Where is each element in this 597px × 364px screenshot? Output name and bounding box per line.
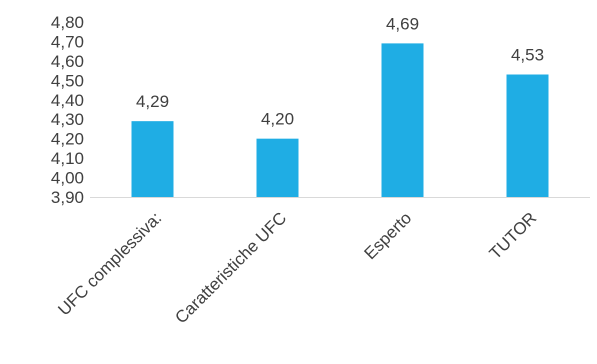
bar — [131, 121, 174, 197]
y-tick-label: 4,00 — [51, 169, 84, 188]
data-labels: 4,29 4,20 4,69 4,53 — [136, 14, 544, 128]
y-tick-label: 4,80 — [51, 13, 84, 32]
bar-value-label: 4,53 — [511, 46, 544, 65]
category-labels: UFC complessiva: Caratteristiche UFC Esper… — [54, 208, 540, 327]
bar — [506, 74, 549, 197]
y-tick-label: 4,30 — [51, 110, 84, 129]
bar-value-label: 4,20 — [261, 110, 294, 129]
y-tick-label: 4,70 — [51, 32, 84, 51]
y-tick-label: 4,20 — [51, 130, 84, 149]
bar — [381, 43, 424, 198]
y-tick-label: 4,40 — [51, 91, 84, 110]
x-category-label: Esperto — [360, 208, 415, 263]
y-tick-label: 3,90 — [51, 188, 84, 207]
bar — [256, 138, 299, 197]
x-category-label: TUTOR — [486, 208, 541, 263]
bars — [131, 43, 549, 198]
x-category-label: Caratteristiche UFC — [171, 208, 290, 327]
y-axis-ticks: 3,904,004,104,204,304,404,504,604,704,80 — [51, 13, 84, 207]
y-tick-label: 4,60 — [51, 52, 84, 71]
bar-value-label: 4,29 — [136, 92, 169, 111]
x-category-label: UFC complessiva: — [54, 208, 165, 319]
y-tick-label: 4,10 — [51, 149, 84, 168]
y-tick-label: 4,50 — [51, 71, 84, 90]
bar-value-label: 4,69 — [386, 14, 419, 33]
